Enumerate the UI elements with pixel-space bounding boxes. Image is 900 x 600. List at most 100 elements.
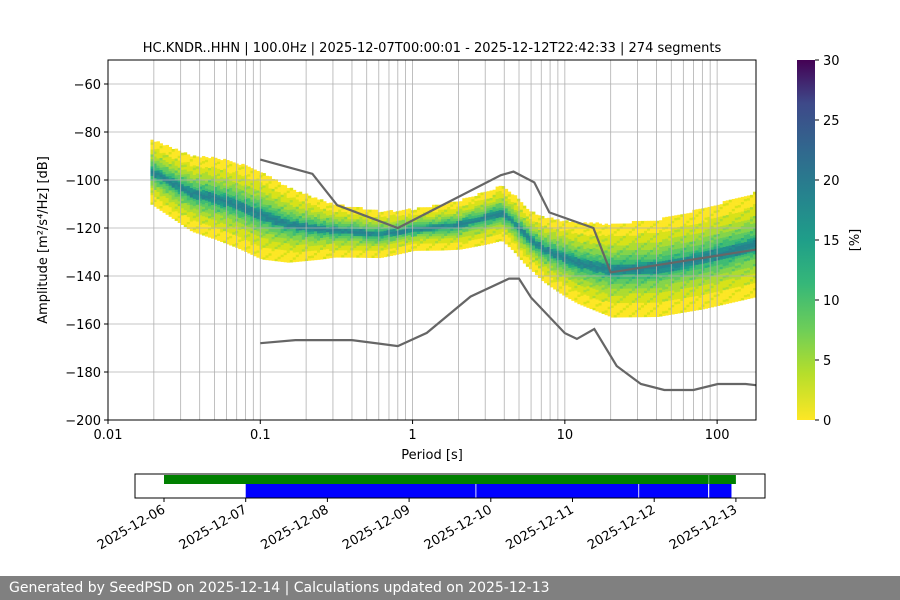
heatmap-cell bbox=[283, 257, 288, 260]
heatmap-cell bbox=[168, 154, 173, 157]
heatmap-cell bbox=[156, 206, 160, 209]
heatmap-cell bbox=[220, 196, 224, 199]
heatmap-cell bbox=[226, 181, 230, 185]
heatmap-cell bbox=[465, 245, 469, 249]
heatmap-cell bbox=[347, 206, 351, 210]
heatmap-cell bbox=[250, 237, 254, 241]
heatmap-cell bbox=[171, 196, 176, 200]
heatmap-cell bbox=[344, 211, 348, 215]
heatmap-cell bbox=[519, 206, 524, 210]
heatmap-cell bbox=[295, 239, 300, 243]
heatmap-cell bbox=[486, 212, 490, 216]
heatmap-cell bbox=[220, 210, 224, 214]
heatmap-cell bbox=[295, 220, 300, 224]
heatmap-cell bbox=[353, 218, 357, 222]
heatmap-cell bbox=[616, 245, 621, 248]
heatmap-cell bbox=[323, 220, 327, 224]
heatmap-cell bbox=[471, 222, 475, 226]
heatmap-cell bbox=[565, 285, 569, 288]
heatmap-cell bbox=[565, 251, 569, 255]
heatmap-cell bbox=[583, 253, 587, 257]
heatmap-cell bbox=[313, 247, 318, 251]
heatmap-cell bbox=[668, 257, 672, 260]
heatmap-cell bbox=[604, 278, 609, 282]
heatmap-cell bbox=[271, 205, 275, 209]
heatmap-cell bbox=[298, 251, 303, 255]
heatmap-cell bbox=[286, 195, 291, 198]
heatmap-cell bbox=[668, 264, 672, 268]
heatmap-cell bbox=[604, 254, 609, 258]
heatmap-cell bbox=[238, 246, 242, 250]
heatmap-cell bbox=[613, 305, 618, 308]
heatmap-cell bbox=[453, 201, 457, 205]
heatmap-cell bbox=[531, 264, 536, 268]
heatmap-cell bbox=[438, 240, 442, 244]
heatmap-cell bbox=[259, 215, 263, 219]
heatmap-cell bbox=[559, 226, 563, 229]
heatmap-cell bbox=[453, 235, 457, 238]
heatmap-cell bbox=[571, 257, 575, 261]
heatmap-cell bbox=[365, 252, 369, 256]
heatmap-cell bbox=[162, 207, 166, 211]
heatmap-cell bbox=[220, 186, 224, 190]
heatmap-cell bbox=[613, 290, 618, 294]
heatmap-cell bbox=[538, 246, 542, 250]
heatmap-cell bbox=[226, 220, 230, 223]
heatmap-cell bbox=[211, 180, 215, 184]
heatmap-cell bbox=[671, 302, 675, 305]
heatmap-cell bbox=[310, 233, 315, 237]
heatmap-cell bbox=[613, 276, 618, 280]
heatmap-cell bbox=[677, 238, 681, 242]
heatmap-cell bbox=[362, 240, 366, 244]
heatmap-cell bbox=[253, 215, 257, 218]
heatmap-cell bbox=[628, 278, 633, 282]
heatmap-cell bbox=[459, 246, 463, 250]
heatmap-cell bbox=[444, 226, 448, 229]
heatmap-cell bbox=[401, 221, 406, 225]
heatmap-cell bbox=[241, 216, 245, 220]
heatmap-cell bbox=[214, 179, 218, 183]
heatmap-cell bbox=[662, 248, 666, 252]
heatmap-cell bbox=[374, 236, 378, 239]
heatmap-cell bbox=[489, 240, 493, 244]
heatmap-cell bbox=[544, 232, 548, 236]
heatmap-cell bbox=[495, 210, 500, 214]
heatmap-cell bbox=[180, 155, 185, 158]
heatmap-cell bbox=[668, 221, 672, 224]
heatmap-cell bbox=[504, 236, 509, 240]
heatmap-cell bbox=[244, 172, 248, 176]
heatmap-cell bbox=[301, 203, 306, 207]
heatmap-cell bbox=[559, 290, 563, 294]
heatmap-cell bbox=[438, 243, 442, 246]
heatmap-cell bbox=[628, 288, 633, 291]
heatmap-cell bbox=[598, 240, 602, 244]
heatmap-cell bbox=[168, 168, 173, 172]
heatmap-cell bbox=[516, 244, 521, 247]
heatmap-cell bbox=[198, 200, 203, 204]
heatmap-cell bbox=[298, 244, 303, 248]
heatmap-cell bbox=[383, 240, 388, 243]
heatmap-cell bbox=[456, 215, 460, 219]
heatmap-cell bbox=[401, 245, 406, 249]
heatmap-cell bbox=[541, 261, 545, 265]
heatmap-cell bbox=[247, 197, 251, 201]
heatmap-cell bbox=[359, 221, 363, 225]
heatmap-cell bbox=[474, 243, 478, 247]
heatmap-cell bbox=[280, 237, 285, 241]
heatmap-cell bbox=[259, 191, 263, 195]
heatmap-cell bbox=[601, 277, 606, 281]
heatmap-cell bbox=[510, 247, 515, 250]
heatmap-cell bbox=[256, 211, 260, 215]
heatmap-cell bbox=[392, 245, 397, 249]
heatmap-cell bbox=[456, 237, 460, 241]
heatmap-cell bbox=[274, 244, 279, 247]
heatmap-cell bbox=[640, 271, 645, 274]
heatmap-cell bbox=[256, 173, 260, 177]
heatmap-cell bbox=[677, 284, 681, 288]
heatmap-cell bbox=[274, 196, 279, 199]
heatmap-cell bbox=[562, 252, 566, 255]
heatmap-cell bbox=[625, 264, 630, 267]
heatmap-cell bbox=[674, 263, 678, 266]
heatmap-cell bbox=[610, 245, 615, 248]
heatmap-cell bbox=[577, 248, 581, 252]
